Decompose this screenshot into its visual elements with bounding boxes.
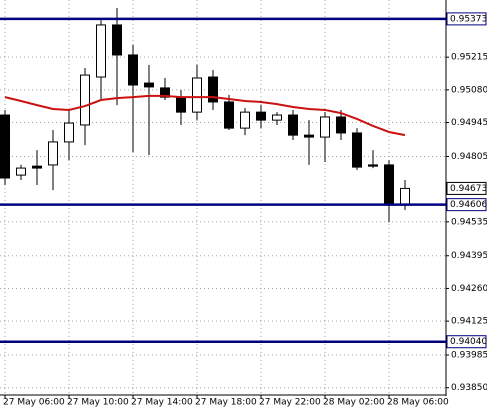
y-tick-label: 0.94805 bbox=[451, 152, 487, 162]
level-label-box bbox=[446, 198, 487, 212]
level-label: 0.94606 bbox=[450, 200, 487, 210]
candle-body bbox=[368, 164, 378, 167]
y-tick-label: 0.94260 bbox=[451, 284, 487, 294]
candle-body bbox=[32, 165, 42, 169]
candle-body bbox=[384, 164, 394, 206]
moving-average bbox=[4, 94, 406, 137]
level-label-box bbox=[446, 335, 487, 349]
x-tick-label: 27 May 18:00 bbox=[195, 398, 257, 408]
y-tick-label: 0.95215 bbox=[451, 53, 487, 63]
candle-body bbox=[80, 74, 90, 126]
candle-body bbox=[272, 114, 282, 121]
candle-body bbox=[64, 122, 74, 143]
x-tick-label: 27 May 14:00 bbox=[131, 398, 193, 408]
y-tick-label: 0.93850 bbox=[451, 383, 487, 393]
candle-body bbox=[352, 132, 362, 168]
candle-body bbox=[48, 141, 58, 166]
candle-body bbox=[256, 111, 266, 121]
x-tick-label: 28 May 06:00 bbox=[387, 398, 449, 408]
y-tick-label: 0.94945 bbox=[451, 118, 487, 128]
level-label-box bbox=[446, 12, 487, 26]
candle-body bbox=[336, 116, 346, 134]
x-tick-label: 28 May 02:00 bbox=[323, 398, 385, 408]
current-price-label: 0.94673 bbox=[450, 184, 487, 194]
x-tick-label: 27 May 10:00 bbox=[67, 398, 129, 408]
candle-body bbox=[0, 114, 10, 179]
candle-body bbox=[304, 134, 314, 138]
candle-body bbox=[288, 114, 298, 136]
current-price-box bbox=[446, 181, 487, 195]
y-tick-label: 0.95080 bbox=[451, 85, 487, 95]
candle-body bbox=[96, 24, 106, 78]
x-tick-label: 27 May 06:00 bbox=[3, 398, 65, 408]
candle-body bbox=[144, 82, 154, 88]
level-label: 0.94040 bbox=[450, 337, 487, 347]
candle-body bbox=[240, 111, 250, 129]
y-tick-label: 0.93985 bbox=[451, 351, 487, 361]
candle-body bbox=[176, 96, 186, 113]
candle-body bbox=[128, 54, 138, 86]
candle-body bbox=[16, 167, 26, 176]
candle-body bbox=[208, 76, 218, 103]
candle-body bbox=[192, 77, 202, 113]
candle-body bbox=[400, 187, 410, 206]
x-tick-label: 27 May 22:00 bbox=[259, 398, 321, 408]
y-tick-label: 0.94125 bbox=[451, 317, 487, 327]
candle-body bbox=[112, 24, 122, 56]
candle-body bbox=[320, 116, 330, 138]
y-tick-label: 0.94535 bbox=[451, 217, 487, 227]
level-label: 0.95373 bbox=[450, 14, 487, 24]
candle-body bbox=[160, 87, 170, 98]
y-tick-label: 0.94395 bbox=[451, 251, 487, 261]
candle-body bbox=[224, 101, 234, 129]
